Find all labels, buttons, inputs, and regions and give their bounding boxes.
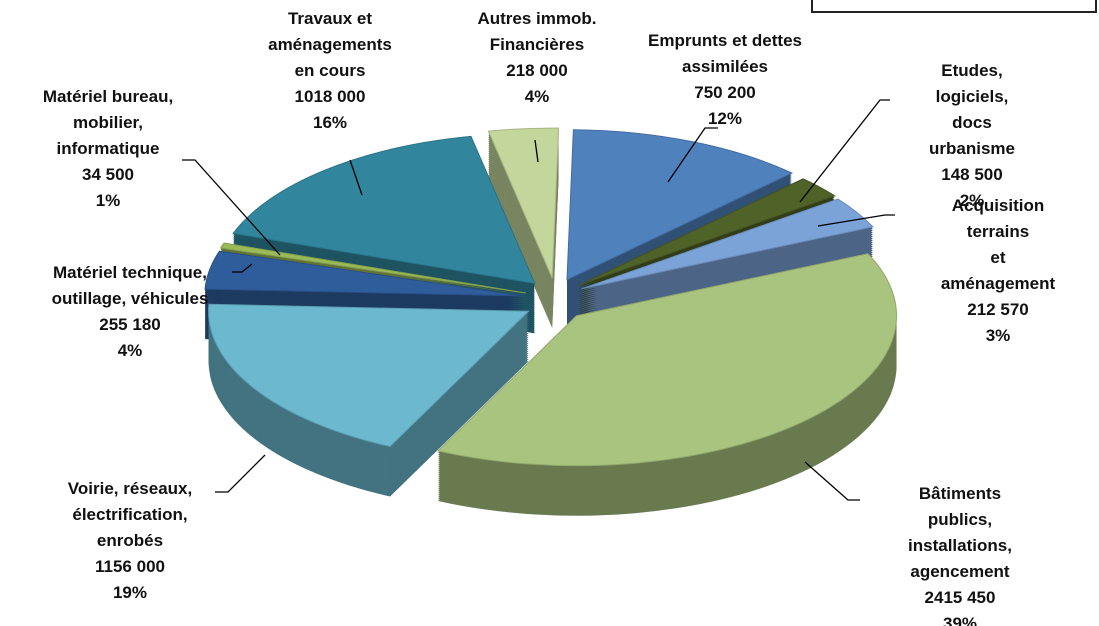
leader-line [804,461,860,501]
leader-line [349,159,363,196]
slice-label: Emprunts et dettes assimilées 750 200 12% [648,28,802,132]
category: Etudes, logiciels, docs urbanisme [929,61,1015,158]
slice-label: Autres immob. Financières 218 000 4% [477,6,596,110]
leader-line [232,263,253,273]
slice-label: Matériel bureau, mobilier, informatique 3… [43,84,173,214]
category: Matériel technique, outillage, véhicules [51,263,209,308]
percent-label: 19% [112,583,148,602]
category: Voirie, réseaux, électrification, enrobé… [67,479,193,550]
leader-line [182,159,281,256]
percent-label: 1% [95,191,121,210]
leader-line [817,214,895,227]
value-label: 750 200 [694,83,756,102]
value-label: 148 500 [941,165,1003,184]
slice [581,198,874,290]
category: Emprunts et dettes assimilées [648,31,802,76]
category: Matériel bureau, mobilier, informatique [42,87,174,158]
percent-label: 12% [707,109,743,128]
value-label: 212 570 [967,300,1029,319]
value-label: 255 180 [99,315,161,334]
percent-label: 4% [524,87,550,106]
category: Acquisition terrains et aménagement [940,196,1056,293]
leader-line [799,99,890,203]
percent-label: 3% [985,326,1011,345]
value-label: 1156 000 [95,557,165,576]
leader-lines [182,99,895,501]
leader-line [534,139,539,163]
frame-edge [811,0,1097,13]
percent-label: 39% [942,614,978,626]
category: Bâtiments publics, installations, agence… [908,484,1012,581]
slice-label: Travaux et aménagements en cours 1018 000… [268,6,392,136]
slice [578,178,836,287]
slice-label: Matériel technique, outillage, véhicules… [52,260,209,364]
percent-label: 16% [312,113,348,132]
value-label: 2415 450 [924,588,996,607]
category: Travaux et aménagements en cours [268,9,392,80]
slice-label: Bâtiments publics, installations, agence… [891,481,1030,626]
slice [219,242,526,294]
percent-label: 4% [117,341,143,360]
percent-label: 2% [959,191,985,210]
slice-label: Etudes, logiciels, docs urbanisme 148 500… [909,58,1036,214]
slice [566,129,794,281]
slice [437,253,898,467]
value-label: 34 500 [82,165,134,184]
slice-label: Acquisition terrains et aménagement 212 5… [941,193,1055,349]
value-label: 218 000 [506,61,568,80]
value-label: 1018 000 [294,87,366,106]
pie [204,127,898,516]
slice [208,303,530,448]
leader-line [215,454,266,493]
slice-label: Voirie, réseaux, électrification, enrobé… [68,476,192,606]
category: Autres immob. Financières [477,9,597,54]
slice [487,127,560,279]
leader-line [667,127,718,183]
slice [204,250,525,297]
